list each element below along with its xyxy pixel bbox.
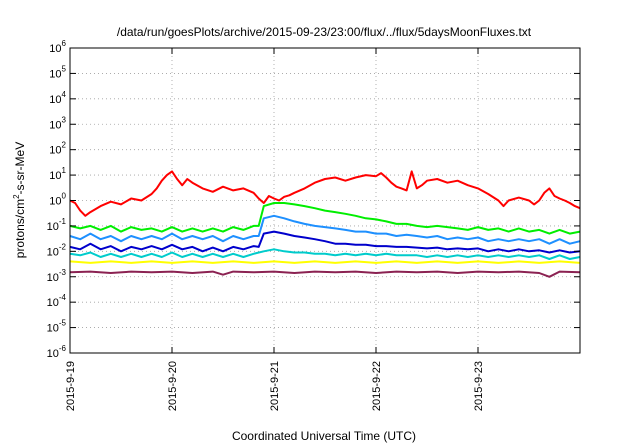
y-tick-label: 10-1 [47,217,67,233]
series-group [69,170,581,278]
y-tick-label: 104 [49,90,66,106]
y-tick-base: 10 [49,119,61,131]
y-tick-label: 10-3 [47,268,67,284]
y-axis: 10-610-510-410-310-210-11001011021031041… [47,39,580,360]
chart-title: /data/run/goesPlots/archive/2015-09-23/2… [117,25,532,39]
y-tick-exp: -5 [59,319,67,328]
y-tick-base: 10 [47,323,59,335]
y-tick-base: 10 [47,221,59,233]
x-axis-label: Coordinated Universal Time (UTC) [232,429,416,443]
y-tick-exp: -2 [59,242,67,251]
y-tick-label: 101 [49,166,66,182]
y-tick-label: 10-2 [47,242,67,258]
series-line-4 [69,230,581,254]
y-tick-base: 10 [49,196,61,208]
y-tick-exp: 1 [62,166,67,175]
y-tick-exp: 3 [62,115,67,124]
y-tick-label: 10-4 [47,293,67,309]
y-tick-base: 10 [49,170,61,182]
y-axis-label-sup: 2 [12,194,21,199]
y-tick-base: 10 [49,94,61,106]
series-line-7 [69,270,581,278]
y-tick-base: 10 [47,272,59,284]
y-tick-base: 10 [49,68,61,80]
y-tick-base: 10 [47,297,59,309]
x-tick-label: 2015-9-19 [65,361,77,411]
y-tick-base: 10 [47,246,59,258]
x-tick-label: 2015-9-22 [371,361,383,411]
y-tick-label: 103 [49,115,66,131]
y-tick-exp: -1 [59,217,67,226]
series-line-2 [69,202,581,235]
y-tick-exp: -3 [59,268,67,277]
y-tick-label: 106 [49,39,66,55]
y-tick-label: 10-5 [47,319,67,335]
y-tick-exp: -6 [59,344,67,353]
y-axis-label-rest: -s-sr-MeV [13,142,27,195]
y-tick-exp: 6 [62,39,67,48]
x-tick-label: 2015-9-21 [269,361,281,411]
y-tick-base: 10 [49,43,61,55]
y-tick-base: 10 [49,145,61,157]
y-tick-exp: 4 [62,90,67,99]
series-line-3 [69,214,581,245]
y-tick-exp: 0 [62,192,67,201]
y-axis-label: protons/cm2-s-sr-MeV [12,142,27,258]
y-tick-base: 10 [47,348,59,360]
y-axis-label-base: protons/cm [13,199,27,258]
y-tick-label: 100 [49,192,66,208]
series-line-1 [69,170,581,217]
x-tick-label: 2015-9-23 [473,361,485,411]
series-line-6 [69,260,581,264]
y-tick-exp: 5 [62,64,67,73]
series-line-5 [69,248,581,260]
x-tick-label: 2015-9-20 [167,361,179,411]
y-tick-label: 102 [49,141,66,157]
y-tick-label: 10-6 [47,344,67,360]
y-tick-exp: 2 [62,141,67,150]
y-tick-exp: -4 [59,293,67,302]
grid-lines [70,48,580,353]
y-tick-label: 105 [49,64,66,80]
x-axis: 2015-9-19 2015-9-20 2015-9-21 2015-9-22 2015… [65,48,485,411]
